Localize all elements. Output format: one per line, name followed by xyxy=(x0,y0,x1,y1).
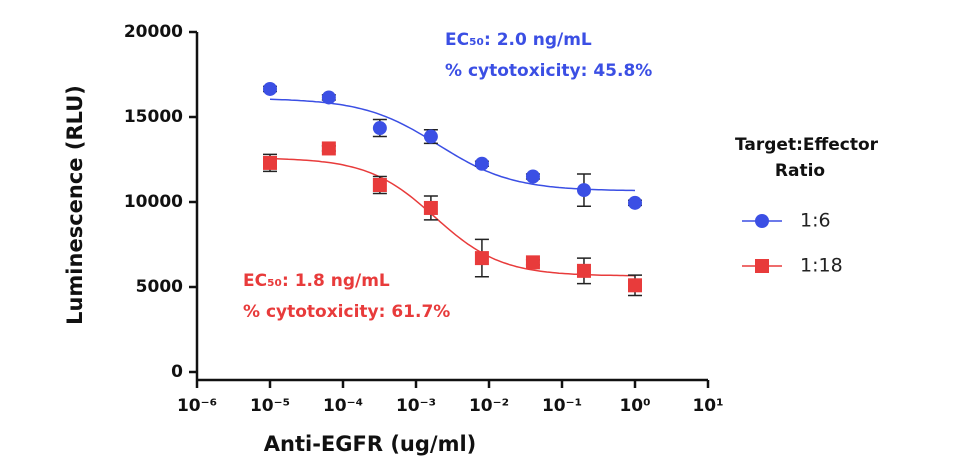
data-point xyxy=(628,195,642,210)
data-point xyxy=(321,90,336,105)
data-point xyxy=(474,156,489,171)
legend-label: 1:18 xyxy=(800,255,843,277)
data-point xyxy=(263,81,277,96)
annotation: % cytotoxicity: 45.8% xyxy=(445,61,652,81)
legend-marker xyxy=(755,259,769,273)
data-point xyxy=(576,183,591,198)
x-tick-label: 10⁻⁶ xyxy=(177,396,217,416)
y-axis-title: Luminescence (RLU) xyxy=(63,85,87,325)
data-point xyxy=(525,255,540,270)
annotation: EC₅₀: 2.0 ng/mL xyxy=(445,30,592,50)
data-point xyxy=(525,169,540,184)
fit-curve xyxy=(269,157,636,277)
x-tick-label: 10⁻² xyxy=(469,396,509,416)
x-tick-label: 10⁰ xyxy=(619,396,650,416)
y-tick-label: 5000 xyxy=(136,277,183,297)
data-point xyxy=(628,278,642,293)
x-tick-label: 10¹ xyxy=(692,396,723,416)
x-tick-label: 10⁻¹ xyxy=(542,396,582,416)
annotation: % cytotoxicity: 61.7% xyxy=(243,302,450,322)
data-point xyxy=(576,263,591,278)
data-point xyxy=(372,121,387,136)
data-point xyxy=(423,129,438,144)
x-tick-label: 10⁻⁴ xyxy=(323,396,363,416)
annotation: EC₅₀: 1.8 ng/mL xyxy=(243,271,390,291)
y-tick-label: 10000 xyxy=(124,192,183,212)
data-point xyxy=(372,178,387,192)
data-point xyxy=(321,141,336,156)
data-point xyxy=(423,200,438,215)
x-tick-label: 10⁻⁵ xyxy=(250,396,290,416)
legend-title: Target:Effector Ratio xyxy=(735,135,879,181)
data-point xyxy=(474,251,489,266)
y-tick-label: 15000 xyxy=(124,107,183,127)
y-tick-label: 0 xyxy=(171,362,183,382)
legend-label: 1:6 xyxy=(800,210,831,232)
legend-marker xyxy=(755,214,769,228)
x-tick-label: 10⁻³ xyxy=(396,396,436,416)
x-axis-title: Anti-EGFR (ug/ml) xyxy=(264,432,477,456)
data-point xyxy=(263,155,277,170)
y-tick-label: 20000 xyxy=(124,22,183,42)
